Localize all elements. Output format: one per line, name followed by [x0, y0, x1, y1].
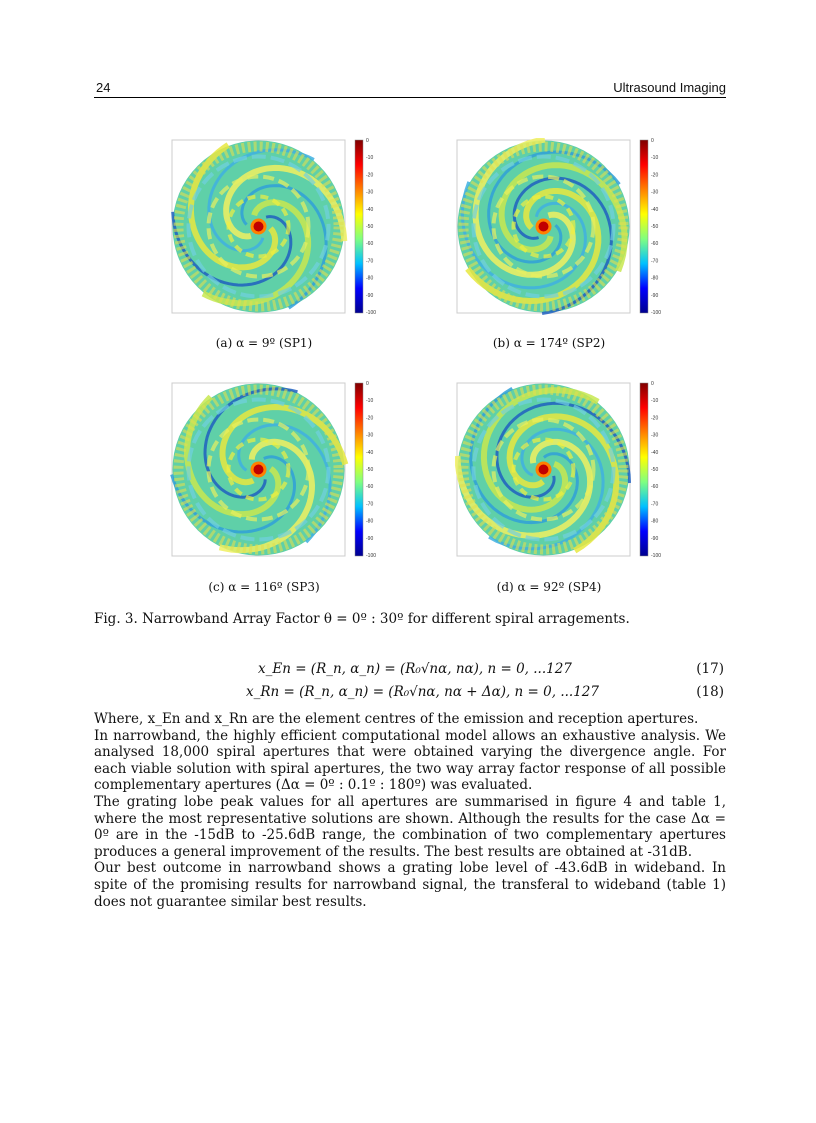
colorbar-tick: -40: [651, 450, 658, 456]
colorbar-tick: -10: [651, 398, 658, 404]
colorbar-tick: -70: [651, 501, 658, 507]
body-text: Where, x_En and x_Rn are the element cen…: [94, 711, 726, 910]
outer-ring: [173, 141, 344, 312]
figure-panel-c: 0 -10 -20 -30 -40 -50 -60 -70 -80 -90 -100: [170, 381, 380, 561]
ring: [511, 437, 576, 502]
colorbar-tick: -80: [651, 519, 658, 525]
colorbar-tick: -60: [366, 484, 373, 490]
colorbar-tick: -10: [366, 155, 373, 161]
colorbar-tick: -90: [651, 293, 658, 299]
ring: [471, 154, 616, 299]
figure-caption: Fig. 3. Narrowband Array Factor θ = 0º :…: [94, 611, 630, 627]
colorbar-tick: -10: [651, 155, 658, 161]
colorbar-tick: 0: [651, 138, 654, 144]
colorbar-tick: -100: [366, 310, 376, 316]
spiral-lobe: [495, 401, 631, 499]
colorbar-tick: 0: [366, 138, 369, 144]
colorbar-tick: -70: [366, 501, 373, 507]
colorbar-tick: -100: [366, 553, 376, 559]
ring: [471, 397, 616, 542]
colorbar-tick: -50: [651, 224, 658, 230]
colorbar-tick: -40: [366, 207, 373, 213]
equation-number-18: (18): [696, 684, 724, 700]
colorbar-tick: -50: [651, 467, 658, 473]
ring: [226, 194, 291, 259]
colorbar-tick: -20: [651, 415, 658, 421]
colorbar-tick: 0: [366, 381, 369, 387]
colorbar-tick: -10: [366, 398, 373, 404]
paragraph: Where, x_En and x_Rn are the element cen…: [94, 711, 699, 727]
colorbar-tick: -60: [366, 241, 373, 247]
colorbar-tick: -90: [366, 536, 373, 542]
outer-ring: [173, 384, 344, 555]
colorbar: [354, 139, 364, 314]
equation-18: x_Rn = (R_n, α_n) = (R₀√nα, nα + Δα), n …: [246, 684, 599, 700]
spiral-lobe: [240, 184, 328, 310]
colorbar: [639, 382, 649, 557]
paragraph: In narrowband, the highly efficient comp…: [94, 727, 726, 794]
panel-caption-d: (d) α = 92º (SP4): [496, 580, 602, 594]
paragraph: Our best outcome in narrowband shows a g…: [94, 860, 726, 910]
ring: [511, 194, 576, 259]
colorbar-tick: -60: [651, 241, 658, 247]
colorbar-tick: -100: [651, 553, 661, 559]
ring: [186, 397, 331, 542]
colorbar-tick: -90: [366, 293, 373, 299]
colorbar-tick: -70: [366, 258, 373, 264]
colorbar: [354, 382, 364, 557]
colorbar-tick: -20: [366, 172, 373, 178]
ring: [491, 417, 596, 522]
figure-panel-d: 0 -10 -20 -30 -40 -50 -60 -70 -80 -90 -100: [455, 381, 665, 561]
ring: [186, 154, 331, 299]
figure-panel-a: 0 -10 -20 -30 -40 -50 -60 -70 -80 -90 -100: [170, 138, 380, 318]
ring: [226, 437, 291, 502]
colorbar-tick: -30: [366, 190, 373, 196]
colorbar-tick: -80: [366, 519, 373, 525]
colorbar-tick: -50: [366, 224, 373, 230]
outer-ring: [458, 141, 629, 312]
colorbar-tick: -80: [651, 276, 658, 282]
ring: [206, 417, 311, 522]
figure-panel-b: 0 -10 -20 -30 -40 -50 -60 -70 -80 -90 -100: [455, 138, 665, 318]
spiral-lobe: [171, 211, 293, 287]
panel-caption-c: (c) α = 116º (SP3): [208, 580, 320, 594]
colorbar: [639, 139, 649, 314]
equation-number-17: (17): [696, 661, 724, 677]
page-number: 24: [96, 80, 111, 95]
colorbar-tick: -40: [651, 207, 658, 213]
colorbar-tick: -90: [651, 536, 658, 542]
colorbar-tick: -80: [366, 276, 373, 282]
ring: [491, 174, 596, 279]
paragraph: The grating lobe peak values for all ape…: [94, 793, 726, 860]
outer-ring: [458, 384, 629, 555]
running-title: Ultrasound Imaging: [613, 80, 726, 95]
panel-caption-a: (a) α = 9º (SP1): [215, 336, 313, 350]
colorbar-tick: -40: [366, 450, 373, 456]
equation-17: x_En = (R_n, α_n) = (R₀√nα, nα), n = 0, …: [258, 661, 572, 677]
spiral-lobe: [219, 403, 349, 486]
header-rule: [94, 97, 726, 98]
spiral-lobe: [487, 150, 621, 264]
colorbar-tick: -30: [366, 433, 373, 439]
ring: [206, 174, 311, 279]
colorbar-tick: -60: [651, 484, 658, 490]
colorbar-tick: 0: [651, 381, 654, 387]
colorbar-tick: -30: [651, 433, 658, 439]
colorbar-tick: -30: [651, 190, 658, 196]
colorbar-tick: -20: [651, 172, 658, 178]
panel-caption-b: (b) α = 174º (SP2): [492, 336, 606, 350]
colorbar-tick: -20: [366, 415, 373, 421]
colorbar-tick: -50: [366, 467, 373, 473]
colorbar-tick: -70: [651, 258, 658, 264]
colorbar-tick: -100: [651, 310, 661, 316]
